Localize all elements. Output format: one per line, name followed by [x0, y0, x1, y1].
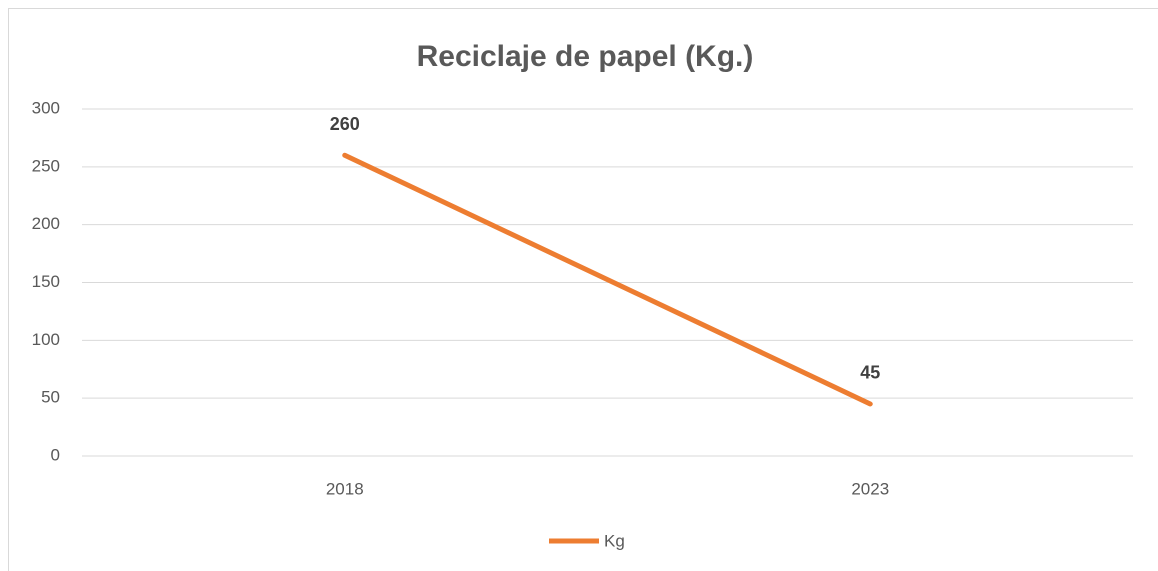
legend-label: Kg: [604, 531, 625, 550]
x-tick-label: 2018: [326, 479, 364, 498]
data-label: 45: [860, 363, 880, 383]
y-tick-label: 100: [32, 330, 60, 349]
y-tick-label: 0: [51, 445, 60, 464]
y-tick-label: 200: [32, 214, 60, 233]
x-tick-label: 2023: [851, 479, 889, 498]
chart-border: [8, 8, 1158, 571]
y-tick-label: 50: [41, 388, 60, 407]
chart-title: Reciclaje de papel (Kg.): [417, 40, 754, 73]
data-label: 260: [330, 114, 360, 134]
y-tick-label: 300: [32, 98, 60, 117]
line: [342, 152, 873, 407]
y-tick-label: 150: [32, 272, 60, 291]
y-tick-label: 250: [32, 156, 60, 175]
